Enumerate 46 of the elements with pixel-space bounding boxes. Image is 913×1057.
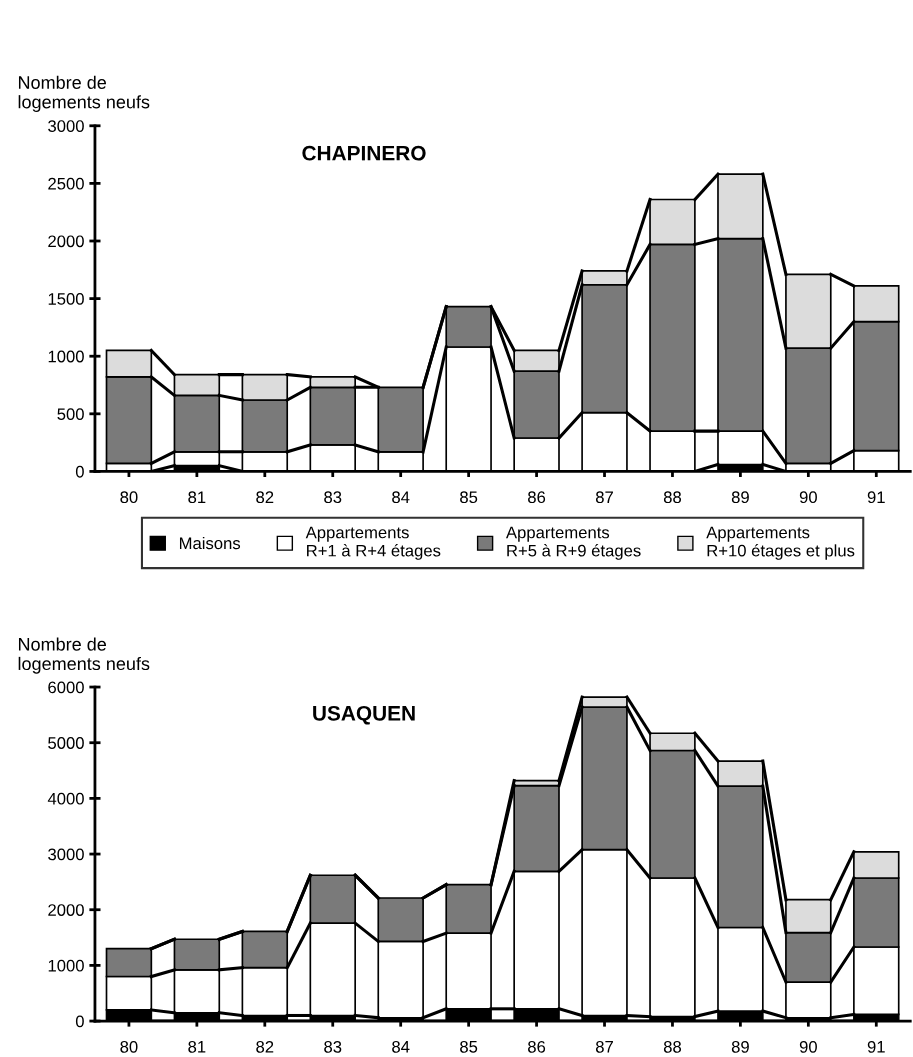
x-tick-label: 81 xyxy=(188,1040,206,1053)
legend-label: Appartements R+10 étages et plus xyxy=(706,526,855,560)
y-tick-label: 0 xyxy=(75,1015,84,1028)
x-tick-label: 87 xyxy=(595,491,613,504)
text: USAQUEN xyxy=(313,705,415,725)
y-tick-label: 5000 xyxy=(48,737,84,749)
x-tick-label: 91 xyxy=(867,1040,885,1053)
y-tick-label: 6000 xyxy=(48,681,84,694)
x-tick-label: 84 xyxy=(392,491,410,504)
x-tick-label: 85 xyxy=(460,1040,478,1053)
x-tick-label: 91 xyxy=(867,491,885,504)
x-tick-label: 90 xyxy=(799,1040,817,1053)
y-tick-label: 500 xyxy=(57,408,84,421)
y-tick-label: 3000 xyxy=(48,120,84,132)
x-tick-label: 81 xyxy=(188,491,206,504)
x-tick-label: 90 xyxy=(799,491,817,504)
x-tick-label: 80 xyxy=(120,1040,138,1053)
x-tick-label: 83 xyxy=(324,1040,342,1053)
x-tick-label: 89 xyxy=(731,491,749,504)
x-tick-label: 80 xyxy=(120,491,138,504)
y-axis-title: Nombre de logements neufs xyxy=(18,637,150,674)
legend-label: Appartements R+5 à R+9 étages xyxy=(505,526,641,560)
y-axis-title: Nombre de logements neufs xyxy=(18,75,150,112)
x-tick-label: 88 xyxy=(663,491,682,504)
y-tick-label: 0 xyxy=(75,465,84,478)
x-tick-label: 87 xyxy=(595,1040,613,1053)
x-tick-label: 88 xyxy=(663,1040,682,1053)
text: CHAPINERO xyxy=(302,145,426,161)
legend-label: Maisons xyxy=(179,536,241,550)
y-tick-label: 2000 xyxy=(48,904,84,916)
x-tick-label: 89 xyxy=(731,1040,749,1053)
y-tick-label: 2000 xyxy=(48,235,84,248)
x-tick-label: 86 xyxy=(528,1040,546,1053)
y-tick-label: 4000 xyxy=(47,792,84,805)
x-tick-label: 86 xyxy=(528,491,546,504)
x-tick-label: 85 xyxy=(460,491,478,504)
y-tick-label: 1500 xyxy=(48,293,84,305)
x-tick-label: 83 xyxy=(324,491,342,504)
x-tick-label: 84 xyxy=(392,1040,410,1053)
x-tick-label: 82 xyxy=(256,491,274,504)
y-tick-label: 2500 xyxy=(48,177,84,190)
legend-label: Appartements R+1 à R+4 étages xyxy=(305,526,441,560)
y-tick-label: 1000 xyxy=(48,959,84,972)
y-tick-label: 1000 xyxy=(48,350,84,363)
y-tick-label: 3000 xyxy=(48,848,84,861)
x-tick-label: 82 xyxy=(256,1040,274,1053)
